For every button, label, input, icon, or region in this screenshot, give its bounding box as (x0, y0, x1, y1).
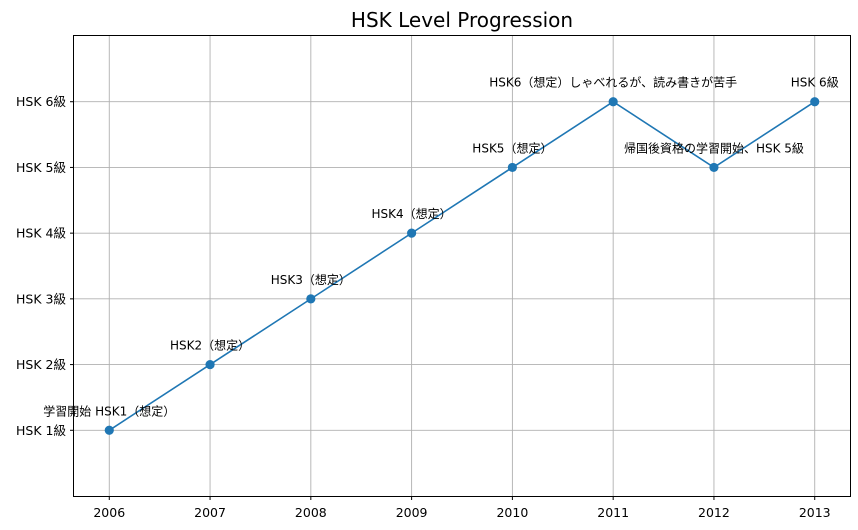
data-points (104, 97, 820, 435)
data-annotation: HSK 6級 (791, 76, 839, 90)
x-tick-label: 2012 (698, 505, 730, 520)
data-point (205, 359, 215, 370)
data-annotation: HSK6（想定）しゃべれるが、読み書きが苦手 (489, 75, 737, 90)
x-tick-label: 2008 (295, 505, 327, 520)
series-line-layer (108, 100, 816, 431)
x-axis-ticks: 2006 2007 2008 2009 2010 2011 2012 2013 (93, 496, 831, 520)
data-point (306, 294, 316, 304)
data-point (507, 162, 517, 173)
data-point (810, 97, 820, 107)
x-tick-label: 2011 (597, 505, 629, 520)
data-point (608, 97, 618, 107)
plot-frame (73, 35, 851, 497)
y-tick-label: HSK 5級 (16, 160, 66, 175)
data-annotation: 学習開始 HSK1（想定） (43, 403, 175, 418)
grid (74, 36, 850, 496)
series-line (108, 100, 816, 431)
data-point (407, 228, 417, 238)
annotations: 学習開始 HSK1（想定） HSK2（想定） HSK3（想定） HSK4（想定） HSK… (43, 75, 838, 419)
x-tick-label: 2007 (194, 505, 226, 520)
data-point (104, 425, 114, 435)
x-tick-label: 2013 (799, 505, 831, 520)
x-tick-label: 2010 (496, 505, 528, 520)
y-tick-label: HSK 2級 (16, 357, 66, 372)
data-annotation: 帰国後資格の学習開始、HSK 5級 (624, 140, 804, 155)
y-tick-label: HSK 1級 (16, 423, 66, 438)
x-tick-label: 2006 (93, 505, 125, 520)
y-tick-label: HSK 6級 (16, 94, 66, 109)
y-tick-label: HSK 3級 (16, 291, 66, 306)
x-tick-label: 2009 (396, 505, 428, 520)
y-axis-ticks: HSK 1級 HSK 2級 HSK 3級 HSK 4級 HSK 5級 HSK 6級 (16, 94, 74, 438)
data-annotation: HSK5（想定） (472, 140, 552, 155)
chart-title: HSK Level Progression (351, 8, 573, 32)
data-annotation: HSK4（想定） (372, 206, 452, 221)
data-point (709, 162, 719, 173)
y-tick-label: HSK 4級 (16, 226, 66, 241)
data-annotation: HSK3（想定） (271, 272, 351, 287)
data-annotation: HSK2（想定） (170, 338, 250, 353)
